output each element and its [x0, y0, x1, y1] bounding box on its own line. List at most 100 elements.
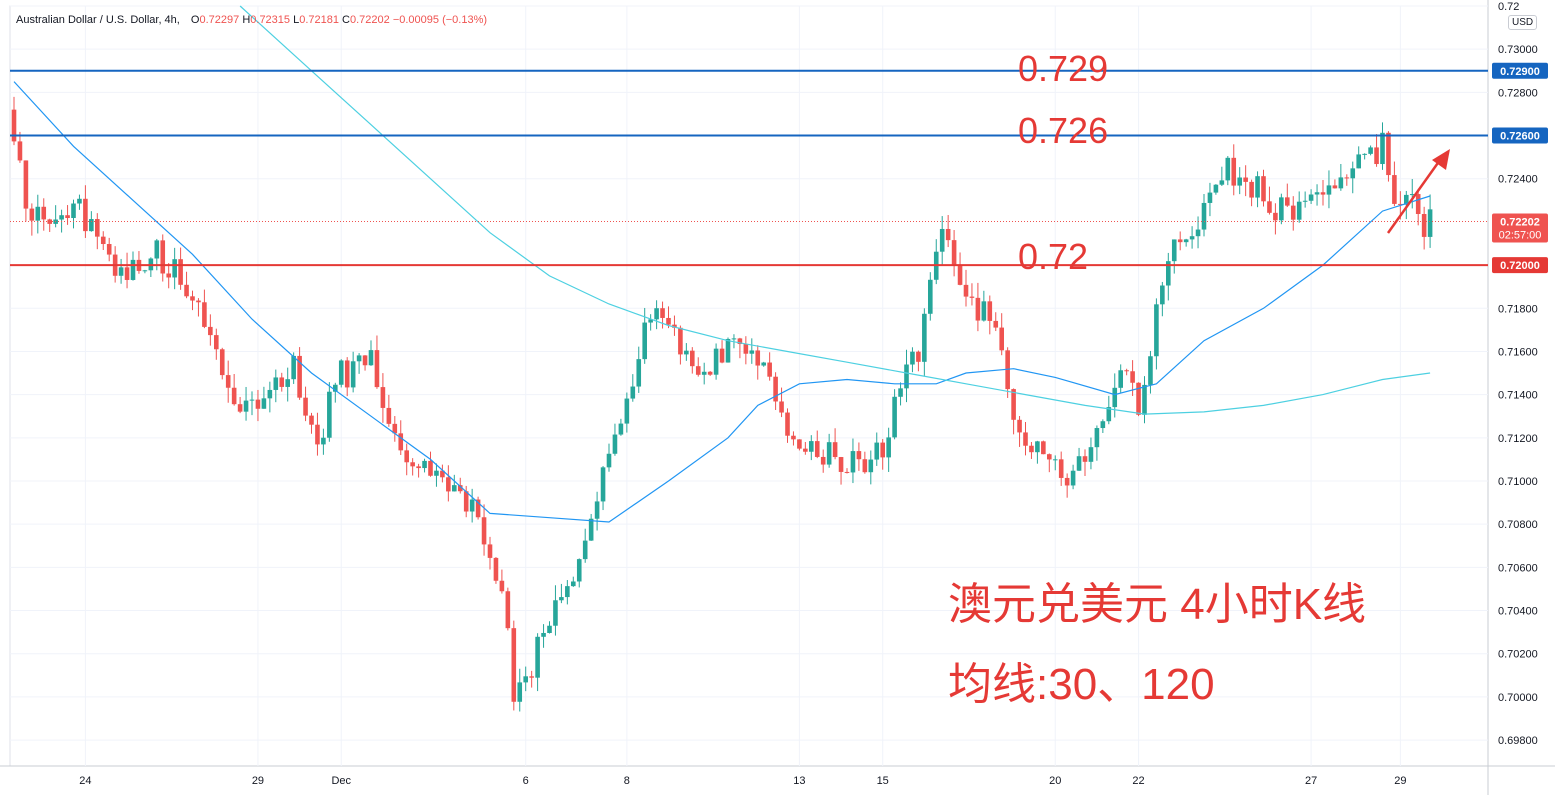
candle-body-198: [1189, 236, 1195, 240]
candle-body-10: [71, 203, 76, 219]
candle-body-197: [1183, 239, 1189, 243]
candle-body-114: [690, 350, 695, 367]
candle-body-162: [975, 297, 981, 321]
candle-body-36: [225, 375, 231, 388]
candle-body-221: [1326, 185, 1332, 195]
candle-body-179: [1076, 456, 1082, 471]
candle-body-20: [130, 259, 136, 280]
candle-body-237: [1421, 214, 1427, 237]
candle-body-136: [820, 456, 826, 465]
horizontal-lines[interactable]: [10, 69, 1488, 267]
candle-body-132: [797, 439, 802, 449]
candle-body-204: [1225, 157, 1231, 181]
candle-body-153: [922, 313, 927, 362]
candle-body-201: [1207, 192, 1213, 203]
time-tick-7: 20: [1049, 775, 1061, 787]
candle-body-38: [237, 404, 243, 412]
candle-body-216: [1296, 201, 1302, 220]
candle-body-180: [1082, 456, 1088, 462]
candle-body-190: [1142, 384, 1147, 415]
price-tick-8: 0.71000: [1498, 476, 1538, 488]
candle-body-58: [356, 355, 362, 362]
candle-body-163: [981, 301, 987, 321]
candle-body-95: [576, 559, 582, 582]
trend-arrow-shaft: [1386, 159, 1442, 234]
caption-title[interactable]: 澳元兑美元 4小时K线: [948, 580, 1367, 629]
candle-body-208: [1249, 181, 1254, 198]
caption-ma[interactable]: 均线:30、120: [948, 660, 1215, 709]
candle-body-218: [1308, 194, 1314, 201]
candle-body-238: [1427, 209, 1433, 237]
currency-badge[interactable]: USD: [1508, 15, 1538, 30]
candle-body-30: [190, 296, 195, 301]
candle-body-219: [1314, 192, 1320, 195]
price-tick-10: 0.70600: [1498, 562, 1538, 574]
candle-body-82: [499, 580, 505, 592]
candle-body-29: [184, 284, 189, 297]
candle-body-150: [904, 364, 909, 389]
candle-body-16: [106, 244, 112, 255]
candle-body-137: [826, 442, 832, 465]
price-tick-5: 0.71600: [1498, 346, 1538, 358]
candle-body-111: [672, 324, 677, 328]
candle-body-127: [767, 362, 772, 377]
candle-body-141: [850, 451, 856, 473]
annotation-729[interactable]: 0.729: [1018, 48, 1109, 89]
price-tick-2: 0.72800: [1498, 87, 1538, 99]
candle-body-68: [416, 466, 421, 469]
annotation-72[interactable]: 0.72: [1018, 236, 1089, 277]
candle-body-133: [803, 448, 808, 452]
last-price-tag: [1492, 213, 1548, 243]
time-tick-9: 27: [1305, 775, 1317, 787]
hline-price-tag-0: [1492, 62, 1548, 79]
candle-body-43: [267, 389, 273, 399]
candle-body-41: [255, 399, 261, 409]
candle-body-142: [856, 451, 862, 460]
trend-arrow[interactable]: [1386, 149, 1450, 234]
candle-body-106: [642, 322, 647, 360]
candle-body-4: [35, 206, 41, 221]
candle-body-71: [434, 470, 439, 476]
trend-arrow-head: [1432, 149, 1450, 170]
candle-body-110: [666, 317, 671, 325]
candle-body-102: [618, 423, 624, 435]
time-tick-2: Dec: [331, 775, 351, 787]
candle-body-233: [1398, 203, 1403, 205]
candle-body-123: [743, 344, 749, 354]
candle-body-88: [535, 636, 540, 678]
candle-body-62: [380, 387, 386, 408]
candle-body-119: [719, 348, 725, 363]
price-tick-14: 0.69800: [1498, 735, 1538, 747]
candle-body-227: [1362, 153, 1367, 155]
candle-body-9: [65, 215, 70, 219]
candle-body-34: [214, 335, 219, 350]
candle-body-183: [1100, 421, 1106, 429]
candle-body-135: [814, 441, 820, 457]
hline-price-tag-2: [1492, 257, 1548, 274]
candle-body-101: [612, 434, 618, 454]
candle-body-125: [755, 350, 761, 366]
price-tick-1: 0.73000: [1498, 44, 1538, 56]
candle-body-149: [898, 388, 903, 397]
price-tick-3: 0.72400: [1498, 174, 1538, 186]
candle-body-161: [969, 296, 975, 298]
candle-body-76: [463, 491, 469, 512]
candle-body-61: [374, 350, 380, 388]
candle-body-13: [89, 219, 94, 232]
candle-body-27: [172, 259, 177, 278]
candle-body-199: [1195, 229, 1201, 237]
time-axis[interactable]: 24 29 Dec 6 8 13 15 20 22 27 29: [79, 775, 1406, 787]
candle-body-18: [118, 267, 124, 276]
candle-body-109: [660, 308, 665, 318]
candle-body-103: [624, 398, 630, 424]
low-label: L: [293, 14, 300, 26]
candle-body-178: [1070, 470, 1076, 486]
annotation-726[interactable]: 0.726: [1018, 110, 1109, 151]
candle-body-203: [1219, 180, 1225, 185]
candle-body-215: [1290, 205, 1296, 220]
candle-body-87: [529, 676, 534, 678]
candle-body-94: [571, 581, 576, 587]
candle-body-234: [1404, 194, 1409, 205]
